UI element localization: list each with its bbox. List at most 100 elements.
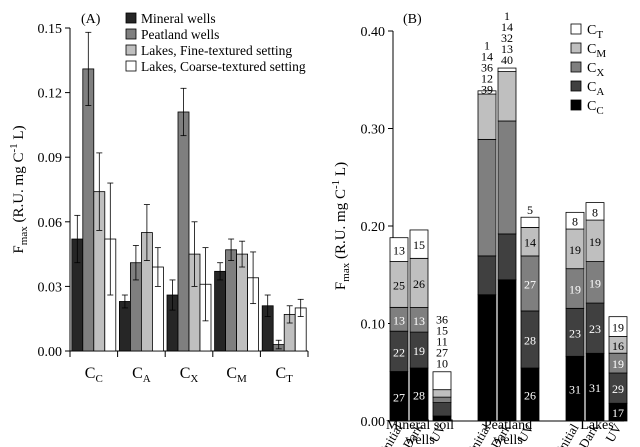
stacked-bar-segment (497, 120, 517, 235)
y-tick-label: 0.15 (38, 22, 63, 37)
y-axis-label-part: (R.U. mg C (11, 153, 27, 227)
x-tick-label-part: T (286, 373, 293, 385)
bar (225, 249, 238, 352)
data-label: 10 (436, 356, 448, 370)
data-label: 13 (393, 244, 405, 258)
y-tick-label: 0.12 (38, 87, 63, 102)
legend-swatch (570, 23, 582, 35)
y-tick-label: 0.09 (38, 151, 63, 166)
x-tick-label-part: M (237, 373, 247, 385)
y-axis-label: Fmax (R.U. mg C-1 L) (330, 162, 352, 290)
y-axis-label-part: max (18, 226, 30, 245)
data-label: 29 (612, 382, 624, 396)
bar (177, 111, 190, 352)
data-label: 13 (413, 314, 425, 328)
data-label: 31 (589, 381, 601, 395)
panel-a-label: (A) (81, 12, 101, 27)
legend-label-part: T (596, 29, 603, 41)
x-tick-label: CM (226, 365, 247, 385)
x-tick-label-part: C (132, 365, 143, 382)
x-tick-label-part: C (85, 365, 96, 382)
legend-label: Mineral wells (141, 11, 216, 26)
bar (119, 301, 131, 352)
stacked-bar-segment (497, 71, 517, 122)
stacked-bar-segment (497, 279, 517, 422)
data-label: 26 (524, 389, 536, 403)
data-label: 16 (612, 339, 624, 353)
stacked-bar-segment (585, 202, 605, 221)
data-label: 32 (501, 31, 513, 45)
stacked-bar-segment (477, 294, 497, 422)
y-axis-label-part: (R.U. mg C (333, 189, 349, 263)
x-tick-label-part: X (190, 373, 198, 385)
data-label: 13 (501, 42, 513, 56)
data-label: 15 (436, 323, 448, 337)
data-label: 27 (393, 390, 405, 404)
x-tick-label-part: C (180, 365, 191, 382)
legend-label-part: C (587, 99, 596, 114)
data-label: 19 (413, 344, 425, 358)
panel-a: (A) 0.00 0.03 0.06 0.09 0.12 0.15 Fmax (R.U. m… (8, 11, 309, 385)
y-axis-label-group: Fmax (R.U. mg C-1 L) (330, 162, 352, 290)
data-label: 14 (481, 49, 493, 63)
data-label: 26 (413, 277, 425, 291)
y-axis-label-part: -1 (330, 180, 342, 189)
data-label: 15 (413, 238, 425, 252)
data-label: 19 (612, 357, 624, 371)
data-label: 14 (501, 20, 513, 34)
data-label: 14 (524, 236, 536, 250)
y-tick-label: 0.30 (361, 123, 386, 138)
group-label: wells (405, 433, 435, 447)
data-label: 31 (569, 383, 581, 397)
data-label: 17 (612, 406, 624, 420)
y-axis-label-group: Fmax (R.U. mg C-1 L) (8, 125, 30, 253)
y-tick-label: 0.00 (361, 415, 386, 430)
y-tick-label: 0.10 (361, 318, 386, 333)
data-label: 22 (393, 345, 405, 359)
data-label: 19 (569, 283, 581, 297)
legend-label-part: C (587, 80, 596, 95)
stacked-bar-segment (497, 233, 517, 281)
data-label: 5 (527, 203, 533, 217)
bar (236, 253, 249, 352)
legend-label-part: X (596, 67, 604, 79)
y-axis-label-part: F (11, 245, 27, 253)
y-tick-label: 0.00 (38, 345, 63, 360)
data-label: 36 (481, 60, 493, 74)
legend-label: CT (587, 23, 603, 41)
data-label: 36 (436, 312, 448, 326)
data-label: 28 (524, 333, 536, 347)
stacked-bar-segment (432, 389, 452, 398)
stacked-bar-segment (409, 229, 429, 259)
x-tick-label-part: C (95, 373, 102, 385)
legend-swatch (125, 28, 137, 40)
data-label: 19 (612, 321, 624, 335)
group-label: Lakes (580, 418, 613, 433)
x-tick-label: CX (180, 365, 199, 385)
y-tick-label: 0.03 (38, 280, 63, 295)
stacked-bar-segment (477, 90, 497, 95)
y-axis-label-part: L) (333, 162, 349, 180)
x-tick-label-part: A (143, 373, 151, 385)
legend-label: CA (587, 80, 604, 98)
stacked-bar-segment (565, 211, 585, 230)
legend-swatch (570, 80, 582, 92)
data-label: 19 (589, 276, 601, 290)
stacked-bar-segment (497, 67, 517, 72)
stacked-bar-segment (432, 402, 452, 417)
bar (82, 68, 95, 352)
legend-label: CX (587, 61, 604, 79)
x-tick-label-part: C (275, 365, 286, 382)
stacked-bar-segment (520, 216, 540, 228)
data-label: 8 (592, 205, 598, 219)
y-axis-label-part: L) (11, 125, 27, 143)
stacked-bar-segment (432, 371, 452, 391)
legend-label-part: M (596, 48, 606, 60)
legend-label-part: C (587, 61, 596, 76)
legend-label: Lakes, Fine-textured setting (141, 43, 292, 58)
y-tick-label: 0.40 (361, 25, 386, 40)
data-label: 39 (481, 82, 493, 96)
legend-label: CC (587, 99, 604, 117)
data-label: 40 (501, 53, 513, 67)
legend-label: Peatland wells (141, 27, 219, 42)
